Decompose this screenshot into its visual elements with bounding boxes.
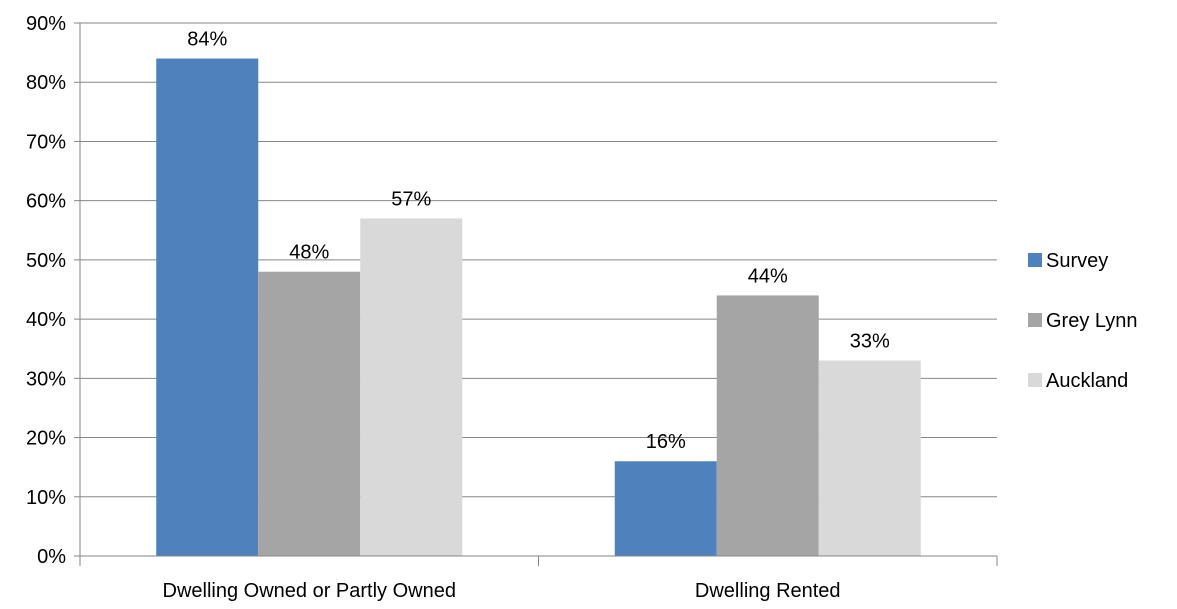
y-tick-label: 20% (26, 428, 66, 450)
y-tick-label: 80% (26, 72, 66, 94)
legend-swatch (1028, 373, 1042, 387)
legend-label: Survey (1046, 250, 1108, 272)
bar (360, 218, 463, 556)
y-tick-label: 30% (26, 368, 66, 390)
legend: Survey Grey Lynn Auckland (1028, 250, 1138, 392)
legend-label: Auckland (1046, 370, 1128, 392)
bar (818, 360, 921, 556)
y-tick-label: 10% (26, 487, 66, 509)
data-label: 57% (391, 188, 431, 210)
axes: 0% 10% 20% 30% 40% 50% 60% 70% 80% 90% Dwelling Ow… (26, 13, 998, 602)
bar (614, 461, 717, 556)
data-labels: 84% 48% 57% 16% 44% 33% (187, 29, 890, 454)
data-label: 33% (850, 331, 890, 353)
y-tick-label: 90% (26, 13, 66, 35)
legend-label: Grey Lynn (1046, 310, 1138, 332)
bar (716, 295, 819, 556)
data-label: 16% (646, 431, 686, 453)
bars (156, 58, 921, 557)
x-category-label: Dwelling Rented (695, 580, 841, 602)
y-tick-label: 70% (26, 131, 66, 153)
y-tick-label: 0% (37, 546, 66, 568)
bar (258, 271, 361, 556)
legend-swatch (1028, 313, 1042, 327)
x-category-label: Dwelling Owned or Partly Owned (163, 580, 456, 602)
data-label: 48% (289, 242, 329, 264)
y-tick-label: 60% (26, 191, 66, 213)
legend-swatch (1028, 253, 1042, 267)
y-tick-label: 40% (26, 309, 66, 331)
y-tick-label: 50% (26, 250, 66, 272)
data-label: 44% (748, 265, 788, 287)
data-label: 84% (187, 29, 227, 51)
bar (156, 58, 259, 557)
